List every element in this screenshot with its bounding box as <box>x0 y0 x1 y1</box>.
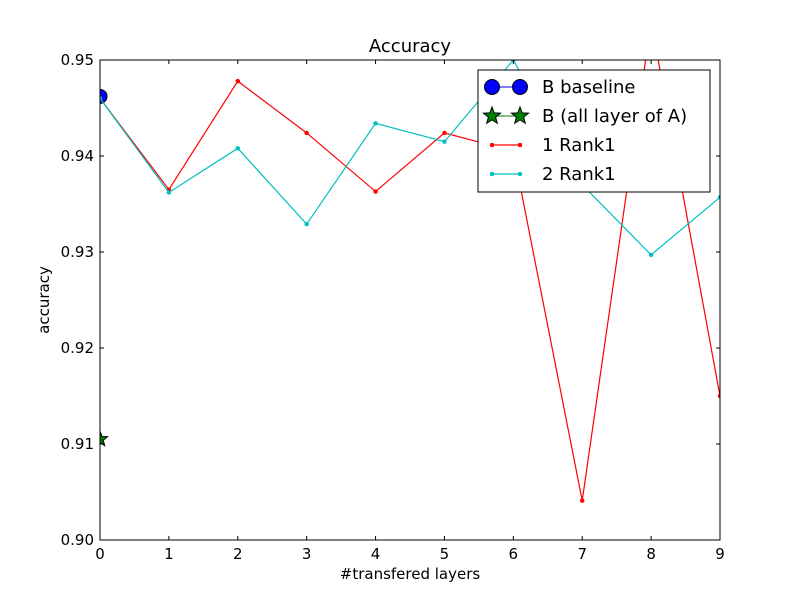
legend-marker <box>489 142 495 148</box>
x-tick-label: 6 <box>509 545 519 563</box>
legend-item: 2 Rank1 <box>489 164 616 185</box>
data-point <box>442 139 447 144</box>
x-tick-label: 0 <box>95 545 105 563</box>
series-layer <box>100 20 720 503</box>
legend-label: B (all layer of A) <box>542 106 687 127</box>
data-point <box>579 498 585 503</box>
data-point <box>373 189 378 194</box>
x-tick-label: 4 <box>371 545 381 563</box>
data-point <box>373 121 378 126</box>
series-line <box>100 60 720 256</box>
y-tick-label: 0.92 <box>61 339 94 357</box>
data-point <box>304 221 309 227</box>
x-tick-label: 7 <box>577 545 587 563</box>
x-tick-label: 5 <box>440 545 450 563</box>
x-axis-label: #transfered layers <box>340 565 481 583</box>
legend-label: 1 Rank1 <box>542 135 616 156</box>
data-point <box>304 130 309 136</box>
ticks-layer: 0 1 2 3 4 5 6 7 8 9 0.90 0.91 0.92 0.93 0.94 0.95 <box>61 51 725 563</box>
legend-marker <box>512 79 528 95</box>
legend-marker <box>482 105 502 125</box>
y-tick-label: 0.93 <box>61 243 94 261</box>
data-point <box>235 146 241 151</box>
data-point <box>442 130 447 136</box>
plot-frame <box>99 59 721 541</box>
y-tick-label: 0.90 <box>61 531 94 549</box>
y-axis-label: accuracy <box>35 266 53 334</box>
legend-marker <box>517 142 523 148</box>
legend-label: B baseline <box>542 77 635 98</box>
data-point <box>166 190 172 195</box>
legend-label: 2 Rank1 <box>542 164 616 185</box>
series-2 <box>100 429 109 447</box>
x-tick-label: 1 <box>164 545 174 563</box>
chart-title: Accuracy <box>369 36 452 57</box>
data-point <box>648 252 654 258</box>
y-tick-label: 0.95 <box>61 51 94 69</box>
legend-marker <box>489 171 495 177</box>
legend-item: 1 Rank1 <box>489 135 616 156</box>
x-tick-label: 2 <box>233 545 243 563</box>
data-point <box>649 20 653 24</box>
legend-marker <box>510 105 530 125</box>
data-point <box>100 429 109 447</box>
legend: B baseline B (all layer of A) 1 Rank1 2 Ran… <box>477 69 711 193</box>
x-tick-label: 8 <box>646 545 656 563</box>
legend-item: B (all layer of A) <box>482 105 687 127</box>
legend-marker <box>517 171 523 177</box>
legend-item: B baseline <box>484 77 635 98</box>
legend-marker <box>484 79 500 95</box>
series-line <box>100 60 720 501</box>
y-tick-label: 0.91 <box>61 435 94 453</box>
x-tick-label: 9 <box>715 545 725 563</box>
data-point <box>235 78 241 84</box>
y-tick-label: 0.94 <box>61 147 94 165</box>
x-tick-label: 3 <box>302 545 312 563</box>
